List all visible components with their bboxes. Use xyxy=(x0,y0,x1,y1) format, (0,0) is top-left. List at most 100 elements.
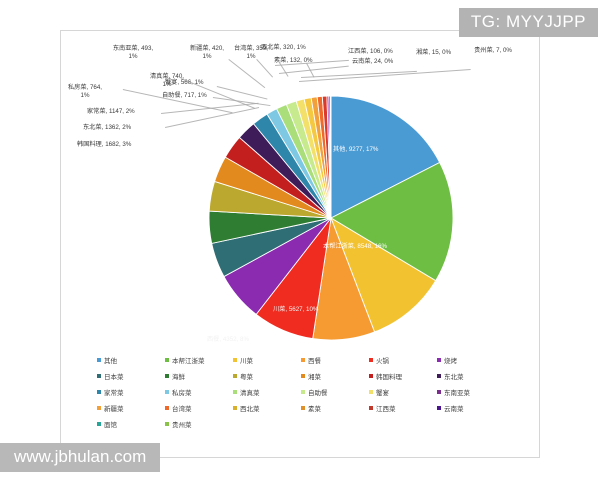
legend-item[interactable]: 东北菜 xyxy=(437,371,505,381)
legend-item[interactable]: 湘菜 xyxy=(301,371,369,381)
legend-item-label: 私房菜 xyxy=(172,390,192,397)
legend-swatch-icon xyxy=(233,406,237,410)
legend-swatch-icon xyxy=(97,390,101,394)
legend-swatch-icon xyxy=(233,374,237,378)
legend-item-label: 自助餐 xyxy=(308,390,328,397)
legend-item[interactable]: 自助餐 xyxy=(301,387,369,397)
pie-slice-label: 素菜, 132, 0% xyxy=(274,57,313,64)
pie-slice-label: 云南菜, 24, 0% xyxy=(352,58,394,65)
legend-swatch-icon xyxy=(369,358,373,362)
legend-item[interactable]: 海鲜 xyxy=(165,371,233,381)
legend-item-label: 湘菜 xyxy=(308,374,321,381)
legend-swatch-icon xyxy=(97,422,101,426)
pie-slice[interactable] xyxy=(330,216,437,333)
legend-swatch-icon xyxy=(233,358,237,362)
legend-item-label: 烧烤 xyxy=(444,358,457,365)
legend-item[interactable]: 烧烤 xyxy=(437,355,505,365)
pie-slice-label: 日本菜, 2458, 5% xyxy=(103,239,152,246)
legend-item-label: 江西菜 xyxy=(376,406,396,413)
legend-swatch-icon xyxy=(165,406,169,410)
legend-item-label: 新疆菜 xyxy=(104,406,124,413)
legend-swatch-icon xyxy=(369,390,373,394)
pie-slice-label: 台湾菜, 359, 1% xyxy=(233,45,269,60)
legend-swatch-icon xyxy=(301,390,305,394)
legend-item[interactable]: 贵州菜 xyxy=(165,419,233,429)
legend-item[interactable]: 面馆 xyxy=(97,419,165,429)
legend-item-label: 台湾菜 xyxy=(172,406,192,413)
legend-swatch-icon xyxy=(165,422,169,426)
pie-slice-label: 东南亚菜, 493, 1% xyxy=(112,45,154,60)
pie-slice-label: 本帮江浙菜, 8548, 16% xyxy=(323,243,387,250)
label-leader-line xyxy=(279,65,349,74)
legend-swatch-icon xyxy=(301,358,305,362)
pie-slice-label: 湘菜, 15, 0% xyxy=(416,49,452,56)
legend-swatch-icon xyxy=(437,406,441,410)
tg-tag: TG: MYYJJPP xyxy=(458,8,598,37)
legend-item-label: 素菜 xyxy=(308,406,321,413)
pie-slice[interactable] xyxy=(330,161,454,282)
legend-item-label: 日本菜 xyxy=(104,374,124,381)
legend-item-label: 火锅 xyxy=(376,358,389,365)
legend-item[interactable]: 私房菜 xyxy=(165,387,233,397)
pie-slice-label: 海鲜, 2248, 4% xyxy=(105,201,147,208)
pie-slice-label: 烧烤, 3463, 6% xyxy=(129,293,171,300)
legend-item[interactable]: 西北菜 xyxy=(233,403,301,413)
pie-slice-label: 私房菜, 764, 1% xyxy=(67,84,103,99)
legend-item-label: 西北菜 xyxy=(240,406,260,413)
legend-item[interactable]: 台湾菜 xyxy=(165,403,233,413)
watermark: www.jbhulan.com xyxy=(0,443,161,472)
legend-item[interactable]: 本帮江浙菜 xyxy=(165,355,233,365)
legend-item-label: 贵州菜 xyxy=(172,422,192,429)
legend-item[interactable]: 蟹宴 xyxy=(369,387,437,397)
legend-item-label: 韩国料理 xyxy=(376,374,402,381)
legend-swatch-icon xyxy=(301,406,305,410)
legend-item[interactable]: 素菜 xyxy=(301,403,369,413)
legend-swatch-icon xyxy=(437,390,441,394)
legend-item[interactable]: 日本菜 xyxy=(97,371,165,381)
legend-item-label: 本帮江浙菜 xyxy=(172,358,205,365)
legend-item[interactable]: 云南菜 xyxy=(437,403,505,413)
pie-slice-label: 东北菜, 1362, 2% xyxy=(83,124,132,131)
pie-slice-label: 韩国料理, 1682, 3% xyxy=(77,141,132,148)
legend-item-label: 云南菜 xyxy=(444,406,464,413)
pie-slice-label: 贵州菜, 7, 0% xyxy=(474,47,512,54)
pie-slice-label: 川菜, 5627, 10% xyxy=(273,306,319,313)
pie-slice-label: 清真菜, 740, 1% xyxy=(149,73,185,88)
legend-item[interactable]: 家常菜 xyxy=(97,387,165,397)
legend-item[interactable]: 川菜 xyxy=(233,355,301,365)
legend-item-label: 清真菜 xyxy=(240,390,260,397)
legend-swatch-icon xyxy=(165,358,169,362)
legend-item[interactable]: 其他 xyxy=(97,355,165,365)
legend-item-label: 川菜 xyxy=(240,358,253,365)
pie-slice-label: 其他, 9277, 17% xyxy=(333,146,379,153)
legend-swatch-icon xyxy=(165,390,169,394)
legend-item[interactable]: 火锅 xyxy=(369,355,437,365)
legend-item-label: 粤菜 xyxy=(240,374,253,381)
legend-item-label: 海鲜 xyxy=(172,374,185,381)
pie-slice-label: 粤菜, 2094, 4% xyxy=(101,263,143,270)
legend-item[interactable]: 清真菜 xyxy=(233,387,301,397)
legend-swatch-icon xyxy=(437,374,441,378)
pie-slice[interactable] xyxy=(330,95,441,219)
legend-item[interactable]: 新疆菜 xyxy=(97,403,165,413)
legend-item[interactable]: 东南亚菜 xyxy=(437,387,505,397)
pie-slice-label: 新疆菜, 420, 1% xyxy=(189,45,225,60)
pie-svg xyxy=(208,95,454,341)
legend-swatch-icon xyxy=(437,358,441,362)
pie-slice-label: 家常菜, 1147, 2% xyxy=(87,108,135,115)
pie-slice-label: 湘菜, 1842, 3% xyxy=(107,178,149,185)
pie-slice-label: 江西菜, 106, 0% xyxy=(348,48,393,55)
pie-slice-label: 火锅, 4308, 8% xyxy=(161,331,203,338)
legend-swatch-icon xyxy=(165,374,169,378)
legend-item[interactable]: 西餐 xyxy=(301,355,369,365)
legend-item[interactable]: 韩国料理 xyxy=(369,371,437,381)
legend-swatch-icon xyxy=(97,358,101,362)
label-leader-line xyxy=(256,59,274,78)
legend-item[interactable]: 粤菜 xyxy=(233,371,301,381)
legend-swatch-icon xyxy=(233,390,237,394)
legend-swatch-icon xyxy=(97,374,101,378)
chart-frame: 其他, 9277, 17% 本帮江浙菜, 8548, 16% 川菜, 5627, 1… xyxy=(60,30,540,458)
legend-item[interactable]: 江西菜 xyxy=(369,403,437,413)
pie-slice-label: 西餐, 4352, 8% xyxy=(207,336,249,343)
legend-swatch-icon xyxy=(301,374,305,378)
